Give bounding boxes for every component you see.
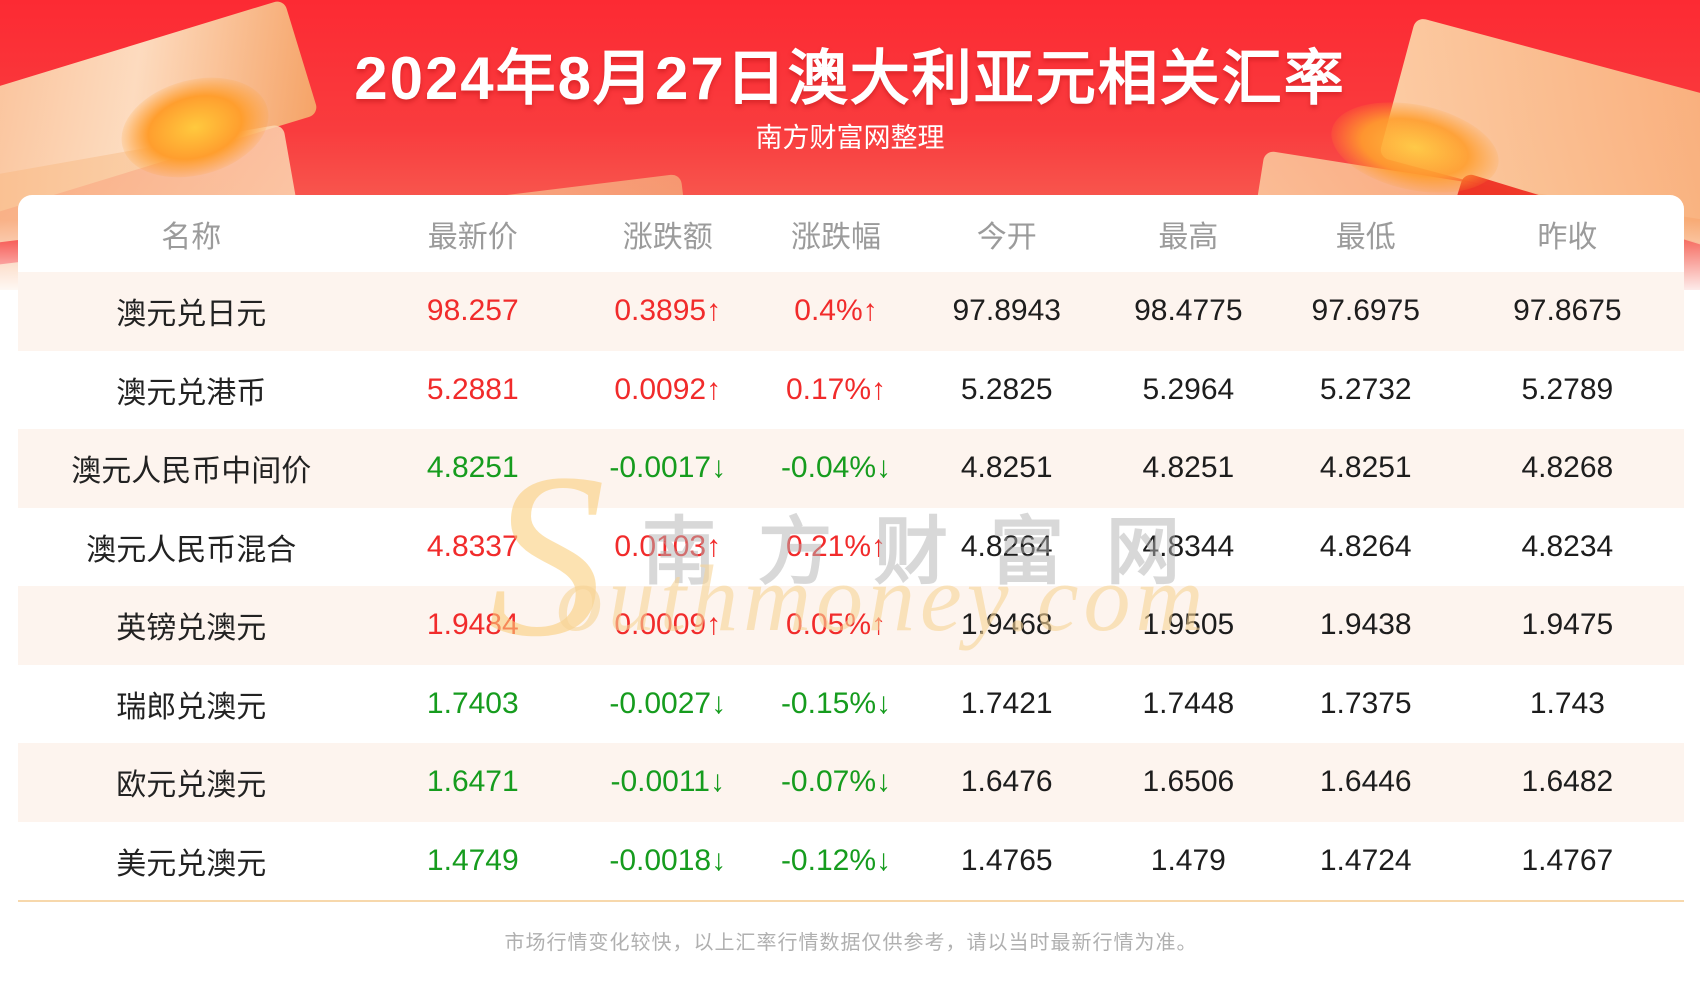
- cell-prev-close: 4.8268: [1521, 451, 1614, 485]
- cell-last: 4.8251: [426, 451, 519, 485]
- cell-last: 5.2881: [426, 372, 519, 406]
- column-header: 最高: [1158, 220, 1219, 254]
- cell-open: 1.4765: [960, 843, 1053, 877]
- column-header: 最低: [1335, 220, 1396, 254]
- cell-low: 1.7375: [1319, 686, 1412, 720]
- cell-open: 4.8264: [960, 529, 1053, 563]
- cell-change-pct: 0.17%↑: [785, 372, 887, 406]
- cell-change-pct: 0.05%↑: [785, 608, 887, 642]
- cell-high: 4.8251: [1142, 451, 1235, 485]
- table-body: 澳元兑日元 98.257 0.3895↑ 0.4%↑ 97.8943 98.4775 97.…: [18, 272, 1684, 900]
- cell-low: 4.8251: [1319, 451, 1412, 485]
- cell-open: 97.8943: [952, 294, 1061, 328]
- cell-high: 4.8344: [1142, 529, 1235, 563]
- table-row: 瑞郎兑澳元 1.7403 -0.0027↓ -0.15%↓ 1.7421 1.7448 1.…: [18, 665, 1684, 744]
- cell-open: 4.8251: [960, 451, 1053, 485]
- table-row: 澳元兑港币 5.2881 0.0092↑ 0.17%↑ 5.2825 5.2964 5.27…: [18, 351, 1684, 430]
- column-header: 最新价: [427, 220, 518, 254]
- column-header: 今开: [976, 220, 1037, 254]
- cell-name: 澳元兑港币: [116, 376, 267, 410]
- cell-name: 英镑兑澳元: [116, 612, 267, 646]
- table-row: 澳元人民币混合 4.8337 0.0103↑ 0.21%↑ 4.8264 4.8344 4.…: [18, 508, 1684, 587]
- cell-change: 0.0092↑: [614, 372, 722, 406]
- cell-low: 4.8264: [1319, 529, 1412, 563]
- footer-divider: [18, 900, 1684, 902]
- column-header: 涨跌幅: [790, 220, 881, 254]
- column-header: 昨收: [1537, 220, 1598, 254]
- cell-prev-close: 1.9475: [1521, 608, 1614, 642]
- table-row: 欧元兑澳元 1.6471 -0.0011↓ -0.07%↓ 1.6476 1.6506 1.…: [18, 743, 1684, 822]
- cell-change: 0.0009↑: [614, 608, 722, 642]
- cell-name: 美元兑澳元: [116, 847, 267, 881]
- cell-change: -0.0027↓: [609, 686, 727, 720]
- cell-change: -0.0017↓: [609, 451, 727, 485]
- cell-high: 98.4775: [1134, 294, 1243, 328]
- cell-last: 4.8337: [426, 529, 519, 563]
- cell-last: 1.6471: [426, 765, 519, 799]
- cell-name: 澳元兑日元: [116, 298, 267, 332]
- cell-change-pct: 0.21%↑: [785, 529, 887, 563]
- rates-card: 名称 最新价 涨跌额 涨跌幅 今开 最高 最低 昨收 澳元兑日元 98.257 0.3895↑ 0.…: [18, 195, 1684, 1000]
- table-row: 澳元兑日元 98.257 0.3895↑ 0.4%↑ 97.8943 98.4775 97.…: [18, 272, 1684, 351]
- rates-table: 名称 最新价 涨跌额 涨跌幅 今开 最高 最低 昨收 澳元兑日元 98.257 0.3895↑ 0.…: [18, 195, 1684, 900]
- cell-change-pct: -0.12%↓: [780, 843, 891, 877]
- cell-low: 1.4724: [1319, 843, 1412, 877]
- page-title: 2024年8月27日澳大利亚元相关汇率: [354, 45, 1346, 112]
- column-header: 名称: [161, 220, 222, 254]
- cell-open: 1.7421: [960, 686, 1053, 720]
- cell-last: 1.4749: [426, 843, 519, 877]
- cell-last: 1.7403: [426, 686, 519, 720]
- cell-last: 1.9484: [426, 608, 519, 642]
- cell-open: 1.6476: [960, 765, 1053, 799]
- page-subtitle: 南方财富网整理: [755, 123, 945, 153]
- cell-name: 澳元人民币中间价: [71, 455, 312, 489]
- table-header-row: 名称 最新价 涨跌额 涨跌幅 今开 最高 最低 昨收: [18, 195, 1684, 272]
- cell-low: 1.9438: [1319, 608, 1412, 642]
- cell-prev-close: 1.743: [1529, 686, 1605, 720]
- cell-name: 澳元人民币混合: [86, 533, 297, 567]
- cell-prev-close: 4.8234: [1521, 529, 1614, 563]
- cell-high: 1.479: [1150, 843, 1226, 877]
- cell-change: 0.0103↑: [614, 529, 722, 563]
- cell-high: 1.9505: [1142, 608, 1235, 642]
- cell-change: -0.0011↓: [610, 765, 725, 799]
- cell-low: 5.2732: [1319, 372, 1412, 406]
- column-header: 涨跌额: [622, 220, 713, 254]
- cell-name: 欧元兑澳元: [116, 769, 267, 803]
- cell-last: 98.257: [426, 294, 519, 328]
- cell-name: 瑞郎兑澳元: [116, 690, 267, 724]
- table-row: 英镑兑澳元 1.9484 0.0009↑ 0.05%↑ 1.9468 1.9505 1.94…: [18, 586, 1684, 665]
- cell-high: 5.2964: [1142, 372, 1235, 406]
- cell-open: 1.9468: [960, 608, 1053, 642]
- cell-change-pct: -0.07%↓: [780, 765, 891, 799]
- cell-change-pct: 0.4%↑: [794, 294, 878, 328]
- cell-change-pct: -0.04%↓: [780, 451, 891, 485]
- cell-open: 5.2825: [960, 372, 1053, 406]
- cell-high: 1.7448: [1142, 686, 1235, 720]
- cell-prev-close: 1.6482: [1521, 765, 1614, 799]
- cell-low: 97.6975: [1311, 294, 1420, 328]
- cell-low: 1.6446: [1319, 765, 1412, 799]
- cell-prev-close: 5.2789: [1521, 372, 1614, 406]
- table-row: 美元兑澳元 1.4749 -0.0018↓ -0.12%↓ 1.4765 1.479 1.4…: [18, 822, 1684, 901]
- cell-change-pct: -0.15%↓: [780, 686, 891, 720]
- disclaimer-text: 市场行情变化较快，以上汇率行情数据仅供参考，请以当时最新行情为准。: [504, 932, 1198, 954]
- cell-high: 1.6506: [1142, 765, 1235, 799]
- cell-prev-close: 1.4767: [1521, 843, 1614, 877]
- table-row: 澳元人民币中间价 4.8251 -0.0017↓ -0.04%↓ 4.8251 4.825…: [18, 429, 1684, 508]
- cell-change: -0.0018↓: [609, 843, 727, 877]
- cell-change: 0.3895↑: [614, 294, 722, 328]
- cell-prev-close: 97.8675: [1513, 294, 1622, 328]
